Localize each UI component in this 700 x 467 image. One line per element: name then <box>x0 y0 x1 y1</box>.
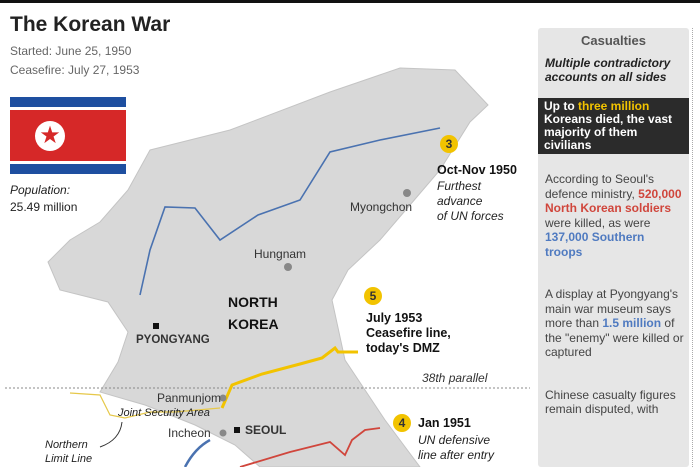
pyongyang-figures-end: of the "enemy" were killed or captured <box>545 316 684 359</box>
highlight-box: Up to three million Koreans died, the va… <box>538 98 689 154</box>
top-bar <box>0 0 700 3</box>
highlight-em: three million <box>578 99 650 113</box>
nll-line <box>69 392 221 419</box>
panel-title: Casualties <box>580 33 647 48</box>
highlight-pre: Up to <box>544 99 578 113</box>
jsa-label: Joint Security Area <box>118 407 210 419</box>
country-label-2: KOREA <box>228 316 279 332</box>
north-korean-soldiers-killed: 520,000 North Korean soldiers <box>545 186 682 216</box>
country-label-1: NORTH <box>228 294 278 310</box>
panel-subtitle: Multiple contradictory accounts on all s… <box>545 56 671 84</box>
event-3-badge: 3 <box>440 135 458 153</box>
southern-troops-killed: 137,000 Southern troops <box>545 230 645 259</box>
nll-label-1: Northern <box>45 439 88 451</box>
event-3-desc-2: advance <box>437 194 483 208</box>
pyongyang-marker <box>153 323 159 329</box>
divider <box>692 28 693 467</box>
city-seoul: SEOUL <box>245 423 287 437</box>
enemy-killed-captured: 1.5 million <box>602 316 662 330</box>
city-myongchon: Myongchon <box>350 200 413 214</box>
event-3-desc-1: Furthest <box>437 179 482 193</box>
incheon-landing-arrow <box>183 438 211 467</box>
incheon-dot <box>219 429 227 437</box>
korea-map <box>5 67 530 467</box>
north-korea-flag: ★ <box>10 97 126 174</box>
event-5-line-3: today's DMZ <box>366 341 440 355</box>
event-5-line-2: Ceasefire line, <box>366 326 451 340</box>
pyongyang-figures: A display at Pyongyang's main war museum… <box>545 287 685 360</box>
population-label: Population: <box>10 183 71 197</box>
start-date: Started: June 25, 1950 <box>10 44 132 58</box>
city-incheon: Incheon <box>168 426 211 440</box>
dmz-line <box>220 345 358 409</box>
panmunjom-dot <box>219 394 227 402</box>
event-4-desc-2: line after entry <box>418 448 495 462</box>
city-hungnam: Hungnam <box>254 247 307 261</box>
hungnam-dot <box>284 263 292 271</box>
pyongyang-figures-intro: A display at Pyongyang's main war museum… <box>545 287 679 330</box>
panel-body: Up to three million Koreans died, the va… <box>538 98 689 417</box>
defensive-line <box>239 427 381 467</box>
parallel-label: 38th parallel <box>422 371 488 385</box>
flag-red-band <box>10 110 126 161</box>
star-icon: ★ <box>35 121 65 151</box>
seoul-figures-intro: According to Seoul's defence ministry, <box>545 172 655 201</box>
event-4-badge: 4 <box>393 414 411 432</box>
un-advance-line <box>139 127 441 296</box>
seoul-marker <box>234 427 240 433</box>
nll-pointer <box>99 421 123 448</box>
myongchon-dot <box>403 189 411 197</box>
nll-label-2: Limit Line <box>45 453 93 465</box>
city-pyongyang: PYONGYANG <box>136 334 210 346</box>
ceasefire-date: Ceasefire: July 27, 1953 <box>10 63 140 77</box>
seoul-figures-mid: were killed, as were <box>545 215 651 230</box>
event-4-desc-1: UN defensive <box>418 433 491 447</box>
population-value: 25.49 million <box>10 200 78 214</box>
chinese-figures: Chinese casualty figures remain disputed… <box>545 387 676 417</box>
city-panmunjom: Panmunjom <box>157 391 222 405</box>
seoul-figures: According to Seoul's defence ministry, 5… <box>545 172 685 259</box>
event-3-desc-3: of UN forces <box>437 209 504 223</box>
event-3-date: Oct-Nov 1950 <box>437 163 517 177</box>
highlight-post: Koreans died, the vast majority of them … <box>544 112 673 152</box>
page-title: The Korean War <box>10 13 171 36</box>
event-4-date: Jan 1951 <box>418 416 471 430</box>
event-5-line-1: July 1953 <box>366 311 423 325</box>
event-5-badge: 5 <box>364 287 382 305</box>
landmass-north <box>47 67 489 467</box>
